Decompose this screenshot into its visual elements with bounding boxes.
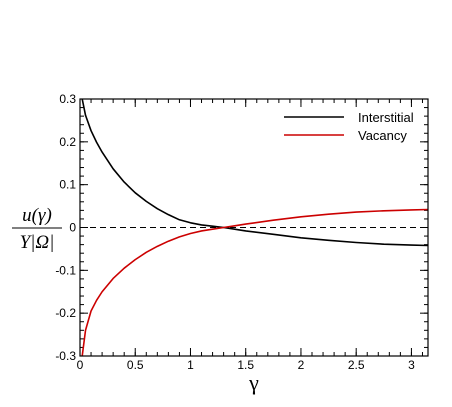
legend: Interstitial Vacancy [284, 110, 414, 143]
y-tick-label: 0 [69, 221, 76, 235]
x-axis-label: γ [248, 370, 259, 395]
y-axis-label: u(γ) Y|Ω| [12, 205, 62, 253]
y-tick-label: 0.2 [59, 135, 76, 149]
x-tick-label: 2.5 [348, 358, 365, 372]
x-tick-label: 1 [187, 358, 194, 372]
legend-label-interstitial: Interstitial [358, 110, 414, 125]
series-line-vacancy [81, 208, 429, 357]
x-tick-label: 2 [298, 358, 305, 372]
y-tick-label: -0.3 [55, 349, 76, 363]
series-line-interstitial [81, 98, 429, 247]
x-tick-label: 3 [408, 358, 415, 372]
y-tick-label: 0.3 [59, 92, 76, 106]
x-tick-label: 0 [77, 358, 84, 372]
y-tick-label: -0.1 [55, 263, 76, 277]
y-tick-label: -0.2 [55, 306, 76, 320]
x-tick-label: 1.5 [237, 358, 254, 372]
y-axis-label-denominator: Y|Ω| [20, 232, 55, 253]
legend-label-vacancy: Vacancy [358, 128, 407, 143]
series-layer [80, 98, 429, 357]
axes-layer: 0 0.5 1 1.5 2 2.5 3 0.3 0.2 0.1 0 -0.1 -0.2 -0.3 [55, 92, 429, 372]
x-tick-label: 0.5 [127, 358, 144, 372]
y-axis-label-numerator: u(γ) [22, 205, 52, 226]
y-tick-label: 0.1 [59, 178, 76, 192]
